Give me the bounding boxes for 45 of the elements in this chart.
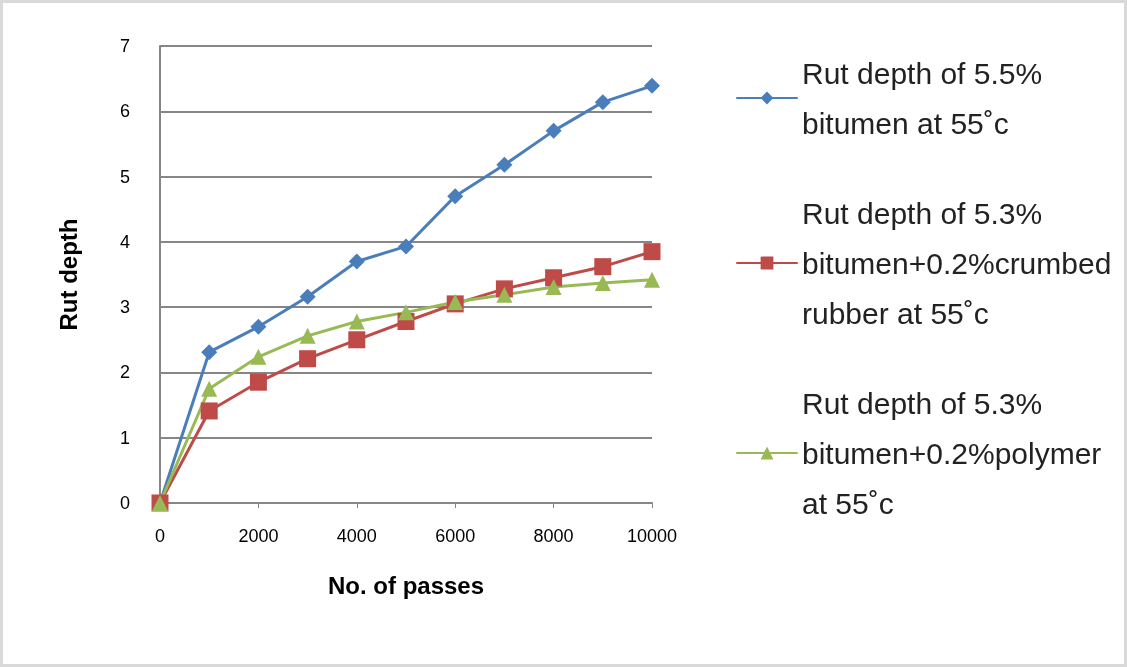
y-tick-label: 7: [119, 36, 130, 56]
point: [496, 156, 513, 173]
point: [398, 304, 414, 321]
x-tick-label: 10000: [626, 526, 678, 546]
point: [594, 258, 612, 276]
point: [299, 350, 317, 368]
y-tick-label: 3: [119, 297, 130, 318]
point: [201, 344, 218, 361]
y-tick-label: 2: [119, 362, 130, 383]
x-tick-label: 4000: [336, 526, 377, 546]
point: [644, 271, 660, 288]
legend-label: Rut depth of 5.3% bitumen+0.2%crumbed rubber at 55˚c: [802, 196, 1112, 330]
legend-label: Rut depth of 5.3% bitumen+0.2%polymer at 55˚c: [802, 386, 1102, 520]
point: [398, 238, 414, 255]
legend-label: Rut depth of 5.5% bitumen at 55˚c: [802, 56, 1043, 140]
point: [496, 286, 513, 303]
point: [299, 327, 316, 344]
point: [545, 122, 562, 139]
point: [250, 348, 267, 365]
point: [545, 269, 563, 287]
y-tick-label: 0: [119, 493, 130, 513]
point: [594, 94, 611, 111]
point: [200, 402, 218, 420]
x-tick-label: 6000: [435, 526, 476, 546]
y-tick-label: 6: [119, 101, 130, 122]
point: [348, 313, 365, 330]
point: [643, 243, 661, 261]
x-tick-label: 2000: [238, 526, 279, 546]
y-tick-label: 4: [119, 231, 130, 252]
point: [594, 274, 611, 291]
y-tick-label: 5: [119, 166, 130, 187]
point: [644, 77, 660, 94]
point: [545, 278, 562, 295]
point: [250, 318, 267, 335]
x-axis-title: No. of passes: [327, 571, 485, 599]
point: [348, 331, 366, 349]
x-tick-label: 8000: [533, 526, 574, 546]
y-axis-title: Rut depth: [54, 218, 82, 331]
point: [299, 288, 316, 305]
point: [447, 188, 464, 205]
point: [201, 380, 218, 397]
x-tick-label: 0: [154, 526, 166, 546]
point: [348, 253, 365, 270]
y-tick-label: 1: [119, 427, 130, 448]
point: [249, 373, 267, 391]
